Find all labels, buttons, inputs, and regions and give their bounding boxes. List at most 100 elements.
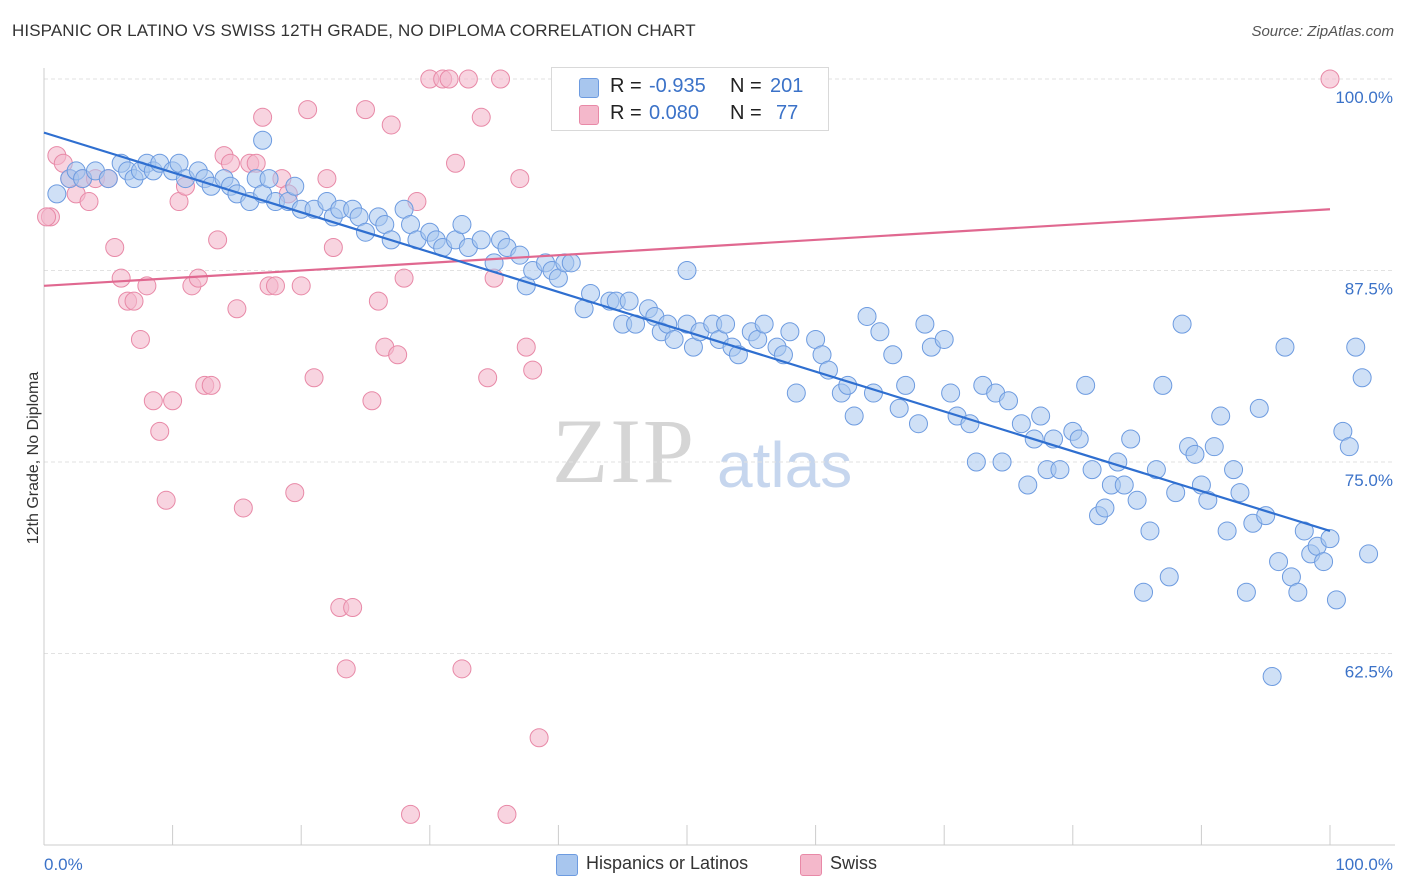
swiss-point bbox=[233, 498, 253, 518]
hispanic-point bbox=[1076, 375, 1096, 395]
hispanic-point bbox=[908, 414, 928, 434]
swiss-point bbox=[137, 276, 157, 296]
hispanic-point bbox=[1314, 552, 1334, 572]
swiss-point bbox=[401, 804, 421, 824]
hispanic-point bbox=[870, 322, 890, 342]
hispanic-point bbox=[999, 391, 1018, 411]
hispanic-point bbox=[253, 130, 273, 150]
swiss-points bbox=[37, 69, 1340, 824]
swiss-point bbox=[516, 337, 536, 357]
legend-n-label: N = bbox=[730, 75, 762, 97]
hispanic-point bbox=[1211, 406, 1231, 426]
swiss-point bbox=[105, 238, 125, 258]
hispanic-point bbox=[883, 345, 903, 365]
chart-title: HISPANIC OR LATINO VS SWISS 12TH GRADE, … bbox=[12, 21, 696, 40]
swiss-point bbox=[227, 299, 247, 319]
hispanic-point bbox=[1153, 375, 1173, 395]
y-axis-title: 12th Grade, No Diploma bbox=[25, 372, 42, 545]
hispanic-point bbox=[1339, 437, 1359, 457]
hispanic-point bbox=[98, 169, 118, 189]
hispanic-point bbox=[1236, 582, 1256, 602]
hispanic-point bbox=[561, 253, 581, 273]
legend-r-value: -0.935 bbox=[649, 75, 706, 97]
series-label-swiss: Swiss bbox=[830, 853, 878, 873]
hispanic-point bbox=[1095, 498, 1115, 518]
hispanic-point bbox=[1352, 368, 1372, 388]
swiss-point bbox=[356, 100, 375, 120]
swiss-point bbox=[317, 169, 337, 189]
swiss-trend-line bbox=[43, 208, 1331, 287]
swiss-point bbox=[446, 153, 466, 173]
hispanic-point bbox=[1288, 582, 1308, 602]
swiss-point bbox=[529, 728, 549, 748]
hispanic-point bbox=[1166, 483, 1186, 503]
hispanic-point bbox=[1217, 521, 1237, 541]
axes bbox=[43, 68, 1395, 846]
hispanic-point bbox=[1011, 414, 1031, 434]
hispanic-point bbox=[1134, 582, 1154, 602]
hispanic-point bbox=[677, 261, 697, 280]
swiss-point bbox=[291, 276, 311, 296]
legend-row-swiss: R = 0.080 N = 77 bbox=[552, 99, 828, 129]
hispanic-point bbox=[1269, 552, 1289, 572]
swiss-point bbox=[37, 207, 57, 227]
swiss-point bbox=[201, 375, 221, 395]
hispanic-point bbox=[1256, 506, 1276, 526]
hispanic-point bbox=[1069, 429, 1089, 449]
series-legend: Hispanics or Latinos Swiss bbox=[0, 852, 1406, 878]
trend-lines bbox=[43, 131, 1331, 532]
hispanic-point bbox=[1185, 444, 1205, 464]
hispanic-point bbox=[452, 215, 472, 235]
series-swatch-pink bbox=[800, 854, 822, 876]
swiss-point bbox=[265, 276, 285, 296]
swiss-point bbox=[163, 391, 183, 411]
hispanic-point bbox=[934, 329, 954, 349]
hispanic-point bbox=[1140, 521, 1160, 541]
swiss-point bbox=[143, 391, 163, 411]
swiss-point bbox=[150, 421, 170, 441]
legend-r-value: 0.080 bbox=[649, 102, 700, 124]
swiss-point bbox=[323, 238, 343, 258]
legend-n-value: 77 bbox=[776, 102, 799, 124]
swiss-point bbox=[458, 69, 478, 89]
swiss-point bbox=[156, 490, 176, 510]
hispanic-point bbox=[1172, 314, 1192, 334]
hispanic-point bbox=[1121, 429, 1141, 449]
swiss-point bbox=[79, 192, 99, 212]
hispanic-point bbox=[664, 329, 684, 349]
swiss-point bbox=[130, 329, 150, 349]
swiss-point bbox=[388, 345, 408, 365]
swiss-point bbox=[510, 169, 530, 189]
swiss-point bbox=[304, 368, 324, 388]
hispanic-point bbox=[1326, 590, 1346, 610]
hispanic-point bbox=[1082, 460, 1102, 480]
y-tick-label: 62.5% bbox=[1345, 663, 1393, 682]
watermark-zip: ZIP bbox=[552, 400, 696, 502]
legend-n-value: 201 bbox=[770, 75, 804, 97]
watermark-atlas: atlas bbox=[717, 429, 853, 501]
legend-swatch-blue bbox=[579, 78, 599, 98]
y-tick-label: 75.0% bbox=[1345, 471, 1393, 490]
hispanic-point bbox=[728, 345, 748, 365]
legend-r-label: R = bbox=[610, 75, 642, 97]
hispanic-point bbox=[1320, 529, 1340, 549]
swiss-point bbox=[124, 291, 144, 311]
hispanic-point bbox=[1050, 460, 1070, 480]
hispanic-point bbox=[896, 375, 916, 395]
series-label-hispanic: Hispanics or Latinos bbox=[586, 853, 749, 873]
hispanic-point bbox=[619, 291, 639, 311]
legend-n-label: N = bbox=[730, 102, 762, 124]
hispanic-point bbox=[510, 245, 530, 265]
hispanic-point bbox=[1275, 337, 1295, 357]
swiss-point bbox=[478, 368, 498, 388]
hispanic-points bbox=[47, 130, 1379, 686]
swiss-point bbox=[471, 107, 491, 127]
hispanic-point bbox=[47, 184, 67, 204]
swiss-point bbox=[452, 659, 472, 679]
hispanic-point bbox=[844, 406, 864, 426]
swiss-point bbox=[253, 107, 273, 127]
hispanic-point bbox=[1198, 490, 1218, 510]
hispanic-point bbox=[1224, 460, 1244, 480]
swiss-point bbox=[368, 291, 388, 311]
